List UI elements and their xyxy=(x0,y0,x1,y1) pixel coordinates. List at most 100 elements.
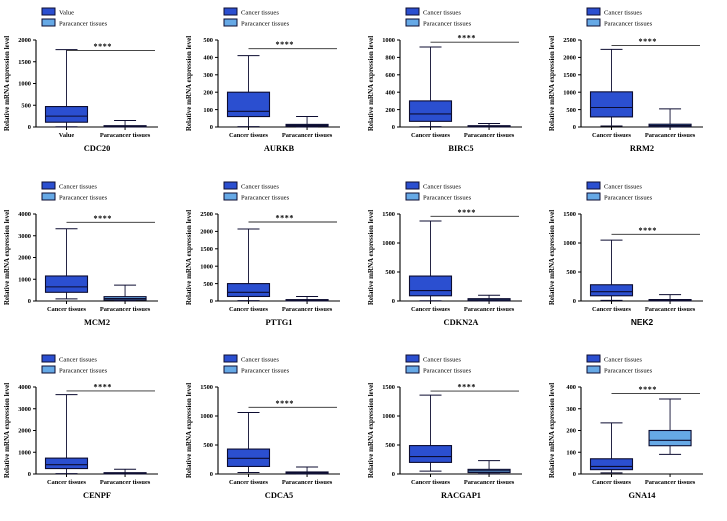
x-category-label: Cancer tissues xyxy=(229,306,269,313)
box-cancer xyxy=(408,445,452,464)
y-tick-label: 200 xyxy=(385,107,395,114)
y-tick-label: 1000 xyxy=(382,413,395,420)
y-tick-label: 0 xyxy=(28,298,31,305)
box-cancer xyxy=(590,458,634,471)
y-axis: 0 200 400 600 800 1000 Relative mRNA expressio… xyxy=(367,36,401,131)
box-group-paracancer xyxy=(648,398,692,456)
subplot-RACGAP1: Cancer tissues Paracancer tissues 0 500 1000… xyxy=(364,347,546,521)
plot-title: GNA14 xyxy=(629,491,657,500)
x-category-label: Cancer tissues xyxy=(229,132,269,139)
x-axis: Cancer tissues Paracancer tissues xyxy=(217,126,340,139)
y-tick-label: 500 xyxy=(203,442,213,449)
box-group-cancer xyxy=(226,412,270,474)
x-category-label: Paracancer tissues xyxy=(282,479,333,486)
y-tick-label: 0 xyxy=(28,471,31,478)
legend-item: Paracancer tissues xyxy=(223,192,289,201)
y-axis-label: Relative mRNA expression level xyxy=(3,209,11,304)
x-category-label: Cancer tissues xyxy=(410,479,450,486)
significance-stars: **** xyxy=(94,383,112,392)
x-category-label: Paracancer tissues xyxy=(645,479,696,486)
box-group-paracancer xyxy=(285,116,329,128)
legend-label: Paracancer tissues xyxy=(59,194,108,201)
y-axis: 0 500 1000 1500 2000 Relative mRNA expression… xyxy=(3,36,37,131)
x-axis: Cancer tissues Paracancer tissues xyxy=(581,300,704,313)
y-axis-label: Relative mRNA expression level xyxy=(3,36,11,131)
significance: **** xyxy=(66,383,155,392)
y-tick-label: 2000 xyxy=(563,55,576,62)
y-tick-label: 1500 xyxy=(382,384,395,391)
legend-item: Cancer tissues xyxy=(405,181,461,190)
y-axis-label: Relative mRNA expression level xyxy=(367,209,375,304)
x-category-label: Cancer tissues xyxy=(47,479,87,486)
y-tick-label: 0 xyxy=(391,298,394,305)
subplot-CDCA5: Cancer tissues Paracancer tissues 0 500 1000… xyxy=(182,347,364,521)
plot-title: PTTG1 xyxy=(265,318,292,327)
legend-label: Cancer tissues xyxy=(423,9,461,16)
y-tick-label: 500 xyxy=(385,269,395,276)
legend-label: Cancer tissues xyxy=(423,183,461,190)
box-group-cancer xyxy=(226,55,270,128)
boxplot-svg-CDC20: Value Paracancer tissues 0 500 1000 1500 2000 R… xyxy=(3,7,158,153)
box-cancer xyxy=(44,457,89,470)
y-tick-label: 4000 xyxy=(18,384,31,391)
y-tick-label: 0 xyxy=(573,471,576,478)
legend-item: Cancer tissues xyxy=(223,354,279,363)
y-tick-label: 500 xyxy=(21,102,31,109)
y-tick-label: 500 xyxy=(567,107,577,114)
x-axis: Cancer tissues Paracancer tissues xyxy=(36,300,158,313)
y-axis: 0 500 1000 1500 Relative mRNA expression lev… xyxy=(367,209,401,305)
y-tick-label: 0 xyxy=(28,124,31,131)
x-category-label: Cancer tissues xyxy=(410,132,450,139)
legend-swatch-paracancer xyxy=(41,18,56,27)
legend-item: Paracancer tissues xyxy=(405,192,471,201)
x-category-label: Cancer tissues xyxy=(410,306,450,313)
x-axis: Cancer tissues Paracancer tissues xyxy=(581,126,704,139)
significance-stars: **** xyxy=(94,213,112,222)
legend-item: Paracancer tissues xyxy=(405,365,472,374)
subplot-RRM2: Cancer tissues Paracancer tissues 0 500 1000… xyxy=(545,0,727,174)
plot-title: CENPF xyxy=(83,491,111,500)
legend-label: Paracancer tissues xyxy=(241,20,290,27)
legend-swatch-paracancer xyxy=(223,365,238,374)
y-tick-label: 1000 xyxy=(382,37,395,44)
y-axis-label: Relative mRNA expression level xyxy=(548,383,556,478)
y-tick-label: 1500 xyxy=(563,211,576,218)
y-axis-label: Relative mRNA expression level xyxy=(185,36,193,131)
legend-label: Cancer tissues xyxy=(59,183,97,190)
box-cancer xyxy=(44,106,89,123)
subplot-MCM2: Cancer tissues Paracancer tissues 0 1000 200… xyxy=(0,174,182,348)
subplot-CDC20: Value Paracancer tissues 0 500 1000 1500 2000 R… xyxy=(0,0,182,174)
legend-item: Cancer tissues xyxy=(223,181,279,190)
legend-item: Cancer tissues xyxy=(405,354,461,363)
legend-label: Cancer tissues xyxy=(604,9,642,16)
plot-title: RACGAP1 xyxy=(440,491,480,500)
boxplot-svg-GNA14: Cancer tissues Paracancer tissues 0 100 200 3… xyxy=(548,354,704,500)
legend-label: Paracancer tissues xyxy=(59,20,108,27)
legend-swatch-cancer xyxy=(223,7,238,16)
x-category-label: Paracancer tissues xyxy=(463,132,514,139)
box-cancer xyxy=(590,283,634,296)
legend-swatch-cancer xyxy=(405,354,419,363)
plot-title: CDKN2A xyxy=(443,318,478,327)
x-axis: Cancer tissues Paracancer tissues xyxy=(399,126,522,139)
legend-item: Paracancer tissues xyxy=(41,365,108,374)
box-group-paracancer xyxy=(103,468,147,475)
x-category-label: Paracancer tissues xyxy=(645,306,696,313)
y-tick-label: 4000 xyxy=(18,211,31,218)
significance: **** xyxy=(611,385,701,394)
y-axis-label: Relative mRNA expression level xyxy=(185,209,193,304)
y-tick-label: 500 xyxy=(385,442,395,449)
boxplot-svg-BIRC5: Cancer tissues Paracancer tissues 0 200 400 6… xyxy=(367,7,522,153)
y-tick-label: 1000 xyxy=(18,276,31,283)
significance-stars: **** xyxy=(639,225,657,234)
y-tick-label: 200 xyxy=(567,428,577,435)
y-tick-label: 2000 xyxy=(18,254,31,261)
y-tick-label: 500 xyxy=(567,269,577,276)
box-group-cancer xyxy=(408,220,452,301)
y-tick-label: 1000 xyxy=(18,81,31,88)
legend-label: Paracancer tissues xyxy=(423,367,472,374)
box-group-paracancer xyxy=(467,294,511,302)
y-tick-label: 2000 xyxy=(200,228,213,235)
legend-swatch-paracancer xyxy=(586,18,601,27)
y-axis-label: Relative mRNA expression level xyxy=(185,383,193,478)
